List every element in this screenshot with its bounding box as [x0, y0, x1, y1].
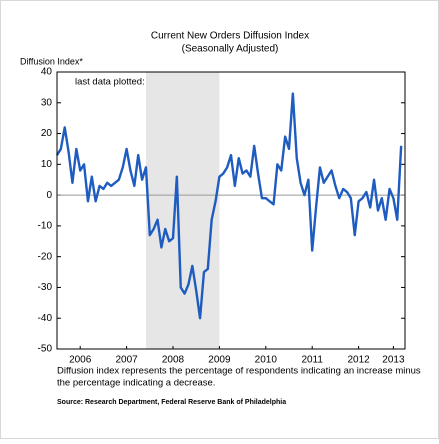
x-tick-label: 2009	[208, 355, 231, 366]
plot-frame	[56, 71, 406, 350]
y-tick-label: -10	[38, 221, 53, 232]
chart-title: Current New Orders Diffusion Index	[151, 31, 309, 42]
x-tick-label: 2007	[115, 355, 138, 366]
source: Source: Research Department, Federal Res…	[57, 399, 286, 406]
y-tick-label: 30	[41, 97, 53, 108]
footnote: Diffusion index represents the percentag…	[57, 366, 421, 377]
y-tick-label: 0	[46, 190, 52, 201]
y-tick-label: -20	[38, 251, 53, 262]
x-tick-label: 2010	[255, 355, 278, 366]
x-tick-label: 2006	[69, 355, 92, 366]
annotation: last data plotted: "June 2013"	[75, 77, 198, 88]
recession-shade	[145, 72, 220, 349]
chart-subtitle: (Seasonally Adjusted)	[182, 44, 279, 55]
y-tick-label: -50	[38, 344, 53, 355]
x-tick-label: 2013	[382, 355, 405, 366]
y-tick-label: 20	[41, 128, 53, 139]
x-tick-label: 2008	[162, 355, 185, 366]
y-axis-label: Diffusion Index*	[20, 56, 83, 66]
x-tick-label: 2012	[347, 355, 370, 366]
y-tick-label: -40	[38, 313, 53, 324]
y-tick-label: 10	[41, 159, 53, 170]
data-line	[55, 92, 403, 320]
y-tick-label: -30	[38, 282, 53, 293]
x-tick-label: 2011	[301, 355, 323, 366]
y-tick-label: 40	[41, 67, 53, 78]
footnote: the percentage indicating a decrease.	[57, 378, 215, 389]
